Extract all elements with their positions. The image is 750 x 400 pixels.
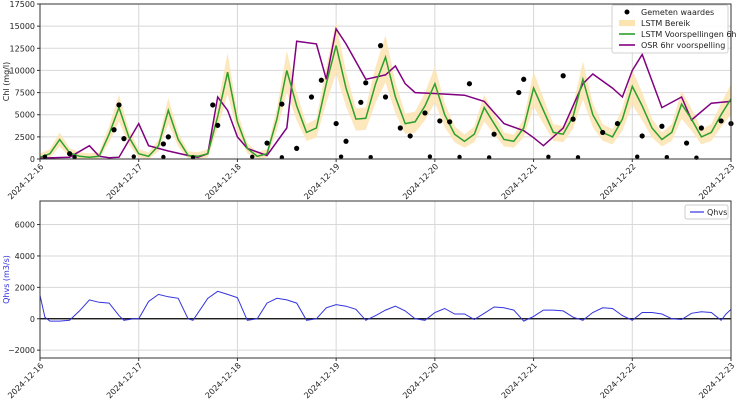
y-axis-label: Qhvs (m3/s) [2, 255, 11, 304]
measured-point [264, 140, 270, 146]
y-tick-label: 10000 [10, 66, 35, 75]
measured-point [338, 154, 344, 159]
y-tick-label: 2000 [15, 283, 35, 292]
x-tick-label: 2024-12-23 [697, 361, 736, 400]
legend-qhvs: Qhvs [707, 208, 727, 217]
measured-point [698, 125, 704, 131]
measured-point [664, 154, 670, 160]
x-tick-label: 2024-12-20 [401, 361, 440, 400]
measured-point [570, 116, 576, 122]
measured-point [160, 141, 166, 147]
measured-point [397, 125, 403, 131]
x-tick-label: 2024-12-19 [302, 361, 341, 400]
plot-frame [39, 200, 732, 359]
measured-point [659, 123, 665, 129]
measured-point [116, 102, 122, 108]
measured-point [308, 94, 315, 100]
legend: Gemeten waardes LSTM Bereik LSTM Voorspell… [611, 4, 736, 54]
y-tick-label: 7500 [15, 89, 35, 98]
lstm-forecast-line [39, 45, 732, 158]
x-tick-label: 2024-12-23 [697, 162, 736, 201]
discharge-chart: −2000 0 2000 4000 6000 2024-12-16 2024-12-17 20… [2, 200, 736, 400]
x-tick-label: 2024-12-18 [204, 162, 243, 201]
measured-point [427, 154, 433, 159]
measured-point [447, 119, 453, 125]
measured-point [121, 136, 127, 142]
measured-point [382, 94, 389, 100]
measured-point [279, 155, 285, 160]
measured-point [377, 43, 384, 49]
x-tick-label: 2024-12-22 [598, 361, 637, 400]
y-tick-label: 4000 [15, 252, 35, 261]
y-tick-label: 5000 [15, 111, 35, 120]
x-tick-label: 2024-12-16 [6, 162, 45, 201]
measured-point [614, 120, 621, 127]
legend-lstm-range: LSTM Bereik [641, 19, 691, 28]
measured-point [466, 81, 473, 87]
x-tick-label: 2024-12-17 [105, 162, 144, 201]
measured-point [491, 131, 497, 137]
legend-lstm-forecast: LSTM Voorspellingen 6h [641, 30, 736, 39]
x-tick-label: 2024-12-18 [204, 361, 243, 400]
measured-point [67, 151, 73, 157]
measured-point [718, 118, 724, 124]
measured-point [111, 127, 117, 133]
measured-point [294, 145, 300, 151]
y-tick-label: 6000 [15, 221, 35, 230]
measured-point [131, 154, 136, 159]
measured-point [165, 134, 171, 140]
y-tick-label: 0 [30, 315, 35, 324]
measured-point [575, 155, 581, 160]
x-tick-label: 2024-12-21 [500, 361, 539, 400]
legend-osr-forecast: OSR 6hr voorspelling [641, 41, 725, 50]
measured-point [358, 99, 364, 105]
measured-point [521, 76, 527, 82]
measured-point [343, 138, 349, 144]
legend: Qhvs [684, 204, 729, 220]
measured-point [333, 120, 339, 127]
legend-measured: Gemeten waardes [641, 8, 714, 17]
y-tick-label: 15000 [10, 22, 35, 31]
chlorophyll-chart: 0 2500 5000 7500 10000 12500 15000 17500 2024-12… [2, 0, 736, 201]
plot-frame [39, 3, 732, 160]
measured-point [250, 154, 255, 160]
measured-point [457, 154, 462, 160]
measured-point [368, 154, 373, 160]
measured-point [546, 154, 551, 160]
measured-point [635, 154, 640, 159]
measured-point [407, 133, 413, 139]
y-tick-label: 17500 [10, 0, 35, 9]
y-tick-label: 2500 [15, 133, 35, 142]
y-tick-label: 12500 [10, 44, 35, 53]
measured-point [363, 80, 369, 86]
measured-point [600, 129, 606, 136]
measured-point [318, 77, 324, 83]
measured-point [279, 101, 285, 107]
measured-point [215, 122, 221, 128]
lstm-range-band [40, 21, 731, 160]
x-tick-label: 2024-12-21 [500, 162, 539, 201]
y-axis-label: Chl (mg/l) [2, 62, 11, 101]
measured-point [516, 89, 522, 96]
measured-point [437, 118, 443, 124]
measured-point [161, 154, 166, 160]
x-tick-label: 2024-12-22 [598, 162, 637, 201]
qhvs-line [39, 290, 732, 322]
x-tick-label: 2024-12-16 [6, 361, 45, 400]
measured-point [639, 133, 645, 139]
x-tick-label: 2024-12-20 [401, 162, 440, 201]
measured-point [422, 110, 428, 116]
x-tick-label: 2024-12-17 [105, 361, 144, 400]
osr-forecast-line [39, 26, 732, 159]
measured-point [72, 154, 77, 160]
measured-point [683, 140, 690, 146]
measured-point [42, 154, 48, 159]
x-tick-label: 2024-12-19 [302, 162, 341, 201]
measured-point [560, 73, 566, 79]
y-tick-label: −2000 [8, 346, 35, 355]
measured-point [210, 102, 216, 108]
y-tick-label: 0 [30, 155, 35, 164]
